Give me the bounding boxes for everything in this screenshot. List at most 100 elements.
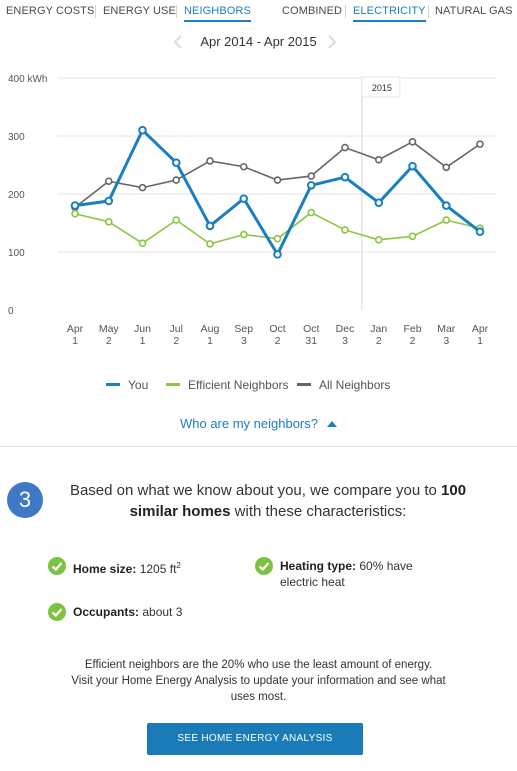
data-point-efficient-neighbors: [273, 234, 282, 243]
data-point-efficient-neighbors: [172, 216, 181, 224]
x-tick-label-day: 3: [241, 335, 247, 347]
who-are-my-neighbors-label: Who are my neighbors?: [179, 416, 318, 431]
occupants-label: Occupants:: [73, 605, 140, 619]
y-tick-label: 400 kWh: [8, 74, 47, 85]
year-marker-box: [361, 76, 401, 98]
heating-type-label: Heating type:: [280, 559, 357, 573]
legend-item-efficient-neighbors: Efficient Neighbors: [166, 378, 289, 392]
top-nav: ENERGY COSTS ENERGY USE NEIGHBORS COMBIN…: [0, 0, 517, 24]
legend-label-efficient: Efficient Neighbors: [188, 378, 289, 392]
characteristic-home-size: Home size: 1205 ft2: [48, 557, 238, 577]
footer-line-2: Visit your Home Energy Analysis to updat…: [71, 675, 446, 687]
chart-legend: You Efficient Neighbors All Neighbors: [0, 378, 517, 394]
legend-label-you: You: [128, 378, 149, 392]
data-point-you: [408, 161, 417, 171]
nav-divider: [428, 5, 429, 18]
home-size-label: Home size:: [73, 562, 137, 576]
data-point-all-neighbors: [307, 172, 316, 180]
legend-label-all: All Neighbors: [319, 378, 391, 392]
x-tick-label-day: 3: [443, 335, 449, 347]
x-tick-label-day: 1: [477, 335, 483, 347]
tab-energy-use[interactable]: ENERGY USE: [103, 5, 176, 17]
x-tick-label-month: Oct: [269, 323, 285, 335]
heating-type-value: 60% have: [359, 559, 413, 573]
home-size-value: 1205 ft: [139, 562, 177, 576]
data-point-all-neighbors: [206, 157, 214, 165]
x-tick-label-month: Mar: [437, 323, 456, 335]
intro-text-bold: 100 similar homes: [129, 482, 467, 520]
x-tick-label-day: 2: [376, 335, 382, 347]
x-tick-label-month: Jan: [370, 323, 387, 335]
tab-combined[interactable]: COMBINED: [282, 5, 343, 17]
nav-divider: [345, 5, 346, 18]
see-home-energy-analysis-button[interactable]: SEE HOME ENERGY ANALYSIS: [147, 723, 363, 755]
x-tick-label-month: Jun: [134, 323, 151, 335]
comparison-intro: Based on what we know about you, we comp…: [48, 480, 488, 522]
legend-swatch-efficient: [166, 383, 180, 387]
data-point-you: [306, 181, 316, 190]
x-tick-label-month: Oct: [303, 323, 319, 335]
x-tick-label-month: Dec: [336, 323, 355, 335]
data-point-efficient-neighbors: [442, 216, 451, 224]
tab-energy-costs[interactable]: ENERGY COSTS: [6, 5, 95, 17]
tab-neighbors[interactable]: NEIGHBORS: [184, 5, 251, 22]
heating-type-text: Heating type: 60% have electric heat: [280, 558, 413, 590]
x-tick-label-month: Jul: [170, 323, 183, 335]
data-point-all-neighbors: [408, 138, 417, 146]
x-tick-label-day: 2: [106, 335, 112, 347]
data-point-you: [104, 196, 114, 206]
x-tick-label-month: Sep: [234, 323, 253, 335]
nav-divider: [95, 5, 96, 18]
data-point-efficient-neighbors: [104, 218, 113, 226]
data-point-all-neighbors: [476, 140, 484, 148]
data-point-you: [70, 201, 80, 210]
legend-item-you: You: [106, 378, 148, 392]
date-range-label: Apr 2014 - Apr 2015: [200, 34, 317, 49]
x-tick-label-day: 1: [72, 335, 78, 347]
characteristic-heating-type: Heating type: 60% have electric heat: [255, 557, 455, 593]
x-tick-label-month: Feb: [403, 323, 421, 335]
who-are-my-neighbors-link[interactable]: Who are my neighbors?: [0, 416, 517, 431]
x-tick-label-month: Apr: [472, 323, 489, 335]
date-range-selector: Apr 2014 - Apr 2015: [0, 33, 517, 53]
x-tick-label-day: 1: [140, 335, 146, 347]
y-tick-label: 0: [8, 306, 14, 317]
tab-electricity[interactable]: ELECTRICITY: [353, 5, 426, 22]
data-point-you: [441, 201, 451, 210]
x-tick-label-month: May: [99, 323, 120, 335]
data-point-all-neighbors: [273, 176, 282, 184]
data-point-all-neighbors: [374, 155, 383, 164]
check-circle-icon: [255, 557, 273, 575]
section-divider: [0, 446, 517, 447]
x-tick-label-day: 2: [275, 335, 281, 347]
legend-item-all-neighbors: All Neighbors: [297, 378, 390, 392]
data-point-you: [340, 172, 350, 182]
x-tick-label-month: Aug: [201, 323, 220, 335]
data-point-you: [171, 158, 181, 167]
heating-type-value-2: electric heat: [280, 575, 345, 589]
legend-swatch-all: [297, 383, 311, 387]
data-point-you: [205, 221, 215, 231]
caret-up-icon: [327, 421, 337, 427]
occupants-text: Occupants: about 3: [73, 604, 182, 620]
y-tick-label: 100: [8, 248, 25, 259]
footer-line-1: Efficient neighbors are the 20% who use …: [84, 659, 433, 671]
characteristic-occupants: Occupants: about 3: [48, 603, 238, 623]
chevron-left-icon[interactable]: [170, 34, 186, 50]
tab-natural-gas[interactable]: NATURAL GAS: [435, 5, 513, 17]
data-point-efficient-neighbors: [307, 208, 316, 217]
efficient-neighbors-explanation: Efficient neighbors are the 20% who use …: [30, 657, 487, 705]
x-tick-label-day: 1: [207, 335, 213, 347]
chevron-right-icon[interactable]: [324, 34, 340, 50]
data-point-all-neighbors: [172, 176, 181, 184]
check-circle-icon: [48, 603, 66, 621]
data-point-efficient-neighbors: [239, 230, 248, 239]
home-size-text: Home size: 1205 ft2: [73, 558, 181, 577]
data-point-all-neighbors: [341, 143, 349, 152]
y-tick-label: 200: [8, 190, 25, 201]
data-point-you: [374, 198, 384, 207]
x-tick-label-day: 2: [173, 335, 179, 347]
data-point-efficient-neighbors: [71, 209, 79, 218]
year-marker-label: 2015: [372, 83, 392, 93]
y-tick-label: 300: [8, 132, 25, 143]
